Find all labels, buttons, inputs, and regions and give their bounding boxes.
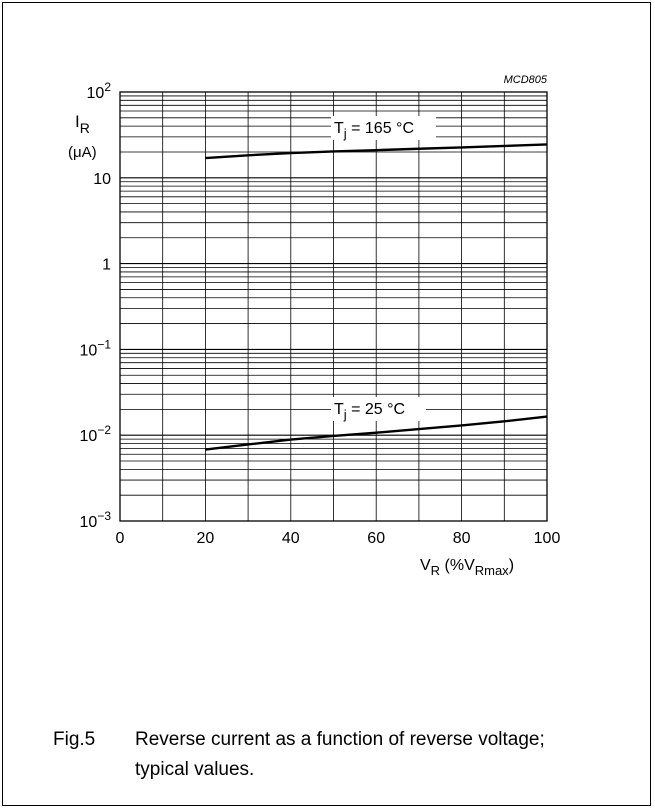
y-tick-exponent: −1 bbox=[97, 337, 111, 351]
series-label-bg bbox=[331, 116, 436, 140]
plot-area bbox=[119, 91, 548, 522]
x-tick-label: 20 bbox=[197, 530, 215, 547]
y-tick-exponent: −3 bbox=[97, 509, 111, 523]
series-label: Tj = 165 °C bbox=[334, 120, 414, 141]
series-label-subscript: j bbox=[343, 126, 347, 141]
x-tick-label: 60 bbox=[367, 530, 385, 547]
series-label-subscript: j bbox=[343, 407, 347, 422]
x-axis-label-rmax: Rmax bbox=[475, 563, 509, 578]
series-line bbox=[205, 143, 548, 160]
x-axis-label-main: V bbox=[420, 557, 431, 574]
y-tick-base: 10 bbox=[80, 514, 98, 531]
x-axis-label-close: ) bbox=[509, 557, 514, 574]
y-axis-label: IR bbox=[75, 112, 90, 136]
x-axis-label-subscript: R bbox=[431, 563, 440, 578]
y-tick-base: 10 bbox=[87, 85, 105, 102]
series-line bbox=[205, 415, 548, 451]
y-tick-label: 10−2 bbox=[80, 423, 112, 445]
series-label-bg bbox=[331, 397, 426, 421]
figure-caption-text: Reverse current as a function of reverse… bbox=[135, 729, 545, 780]
y-tick-label: 10−3 bbox=[80, 509, 112, 531]
y-axis-label-main: I bbox=[75, 112, 80, 131]
x-tick-label: 40 bbox=[282, 530, 300, 547]
x-tick-label: 80 bbox=[453, 530, 471, 547]
y-axis-label-subscript: R bbox=[80, 120, 90, 136]
y-tick-label: 10−1 bbox=[80, 337, 112, 359]
series-label-rest: = 165 °C bbox=[347, 120, 414, 137]
y-tick-base: 1 bbox=[102, 257, 111, 274]
drawing-code: MCD805 bbox=[504, 74, 548, 86]
y-tick-exponent: −2 bbox=[97, 423, 111, 437]
y-tick-exponent: 2 bbox=[104, 80, 111, 94]
x-axis-label: VR (%VRmax) bbox=[420, 557, 514, 578]
y-tick-base: 10 bbox=[93, 171, 111, 188]
y-axis-unit: (μA) bbox=[68, 144, 97, 161]
x-axis-label-paren: (%V bbox=[440, 557, 475, 574]
y-tick-label: 102 bbox=[87, 80, 112, 102]
y-tick-label: 10 bbox=[93, 171, 111, 188]
series-label: Tj = 25 °C bbox=[334, 401, 405, 422]
series-label-main: T bbox=[334, 120, 344, 137]
figure-number: Fig.5 bbox=[53, 729, 96, 750]
series-label-rest: = 25 °C bbox=[347, 401, 405, 418]
y-tick-base: 10 bbox=[80, 428, 98, 445]
x-tick-label: 100 bbox=[534, 530, 561, 547]
y-tick-label: 1 bbox=[102, 257, 111, 274]
x-tick-label: 0 bbox=[116, 530, 125, 547]
series-label-main: T bbox=[334, 401, 344, 418]
y-tick-base: 10 bbox=[80, 342, 98, 359]
